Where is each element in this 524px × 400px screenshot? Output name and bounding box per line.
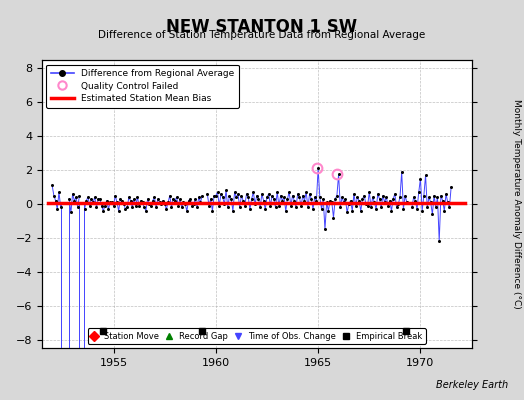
Text: Monthly Temperature Anomaly Difference (°C): Monthly Temperature Anomaly Difference (… (512, 99, 521, 309)
Text: Berkeley Earth: Berkeley Earth (436, 380, 508, 390)
Text: NEW STANTON 1 SW: NEW STANTON 1 SW (167, 18, 357, 36)
Legend: Station Move, Record Gap, Time of Obs. Change, Empirical Break: Station Move, Record Gap, Time of Obs. C… (88, 328, 426, 344)
Text: Difference of Station Temperature Data from Regional Average: Difference of Station Temperature Data f… (99, 30, 425, 40)
